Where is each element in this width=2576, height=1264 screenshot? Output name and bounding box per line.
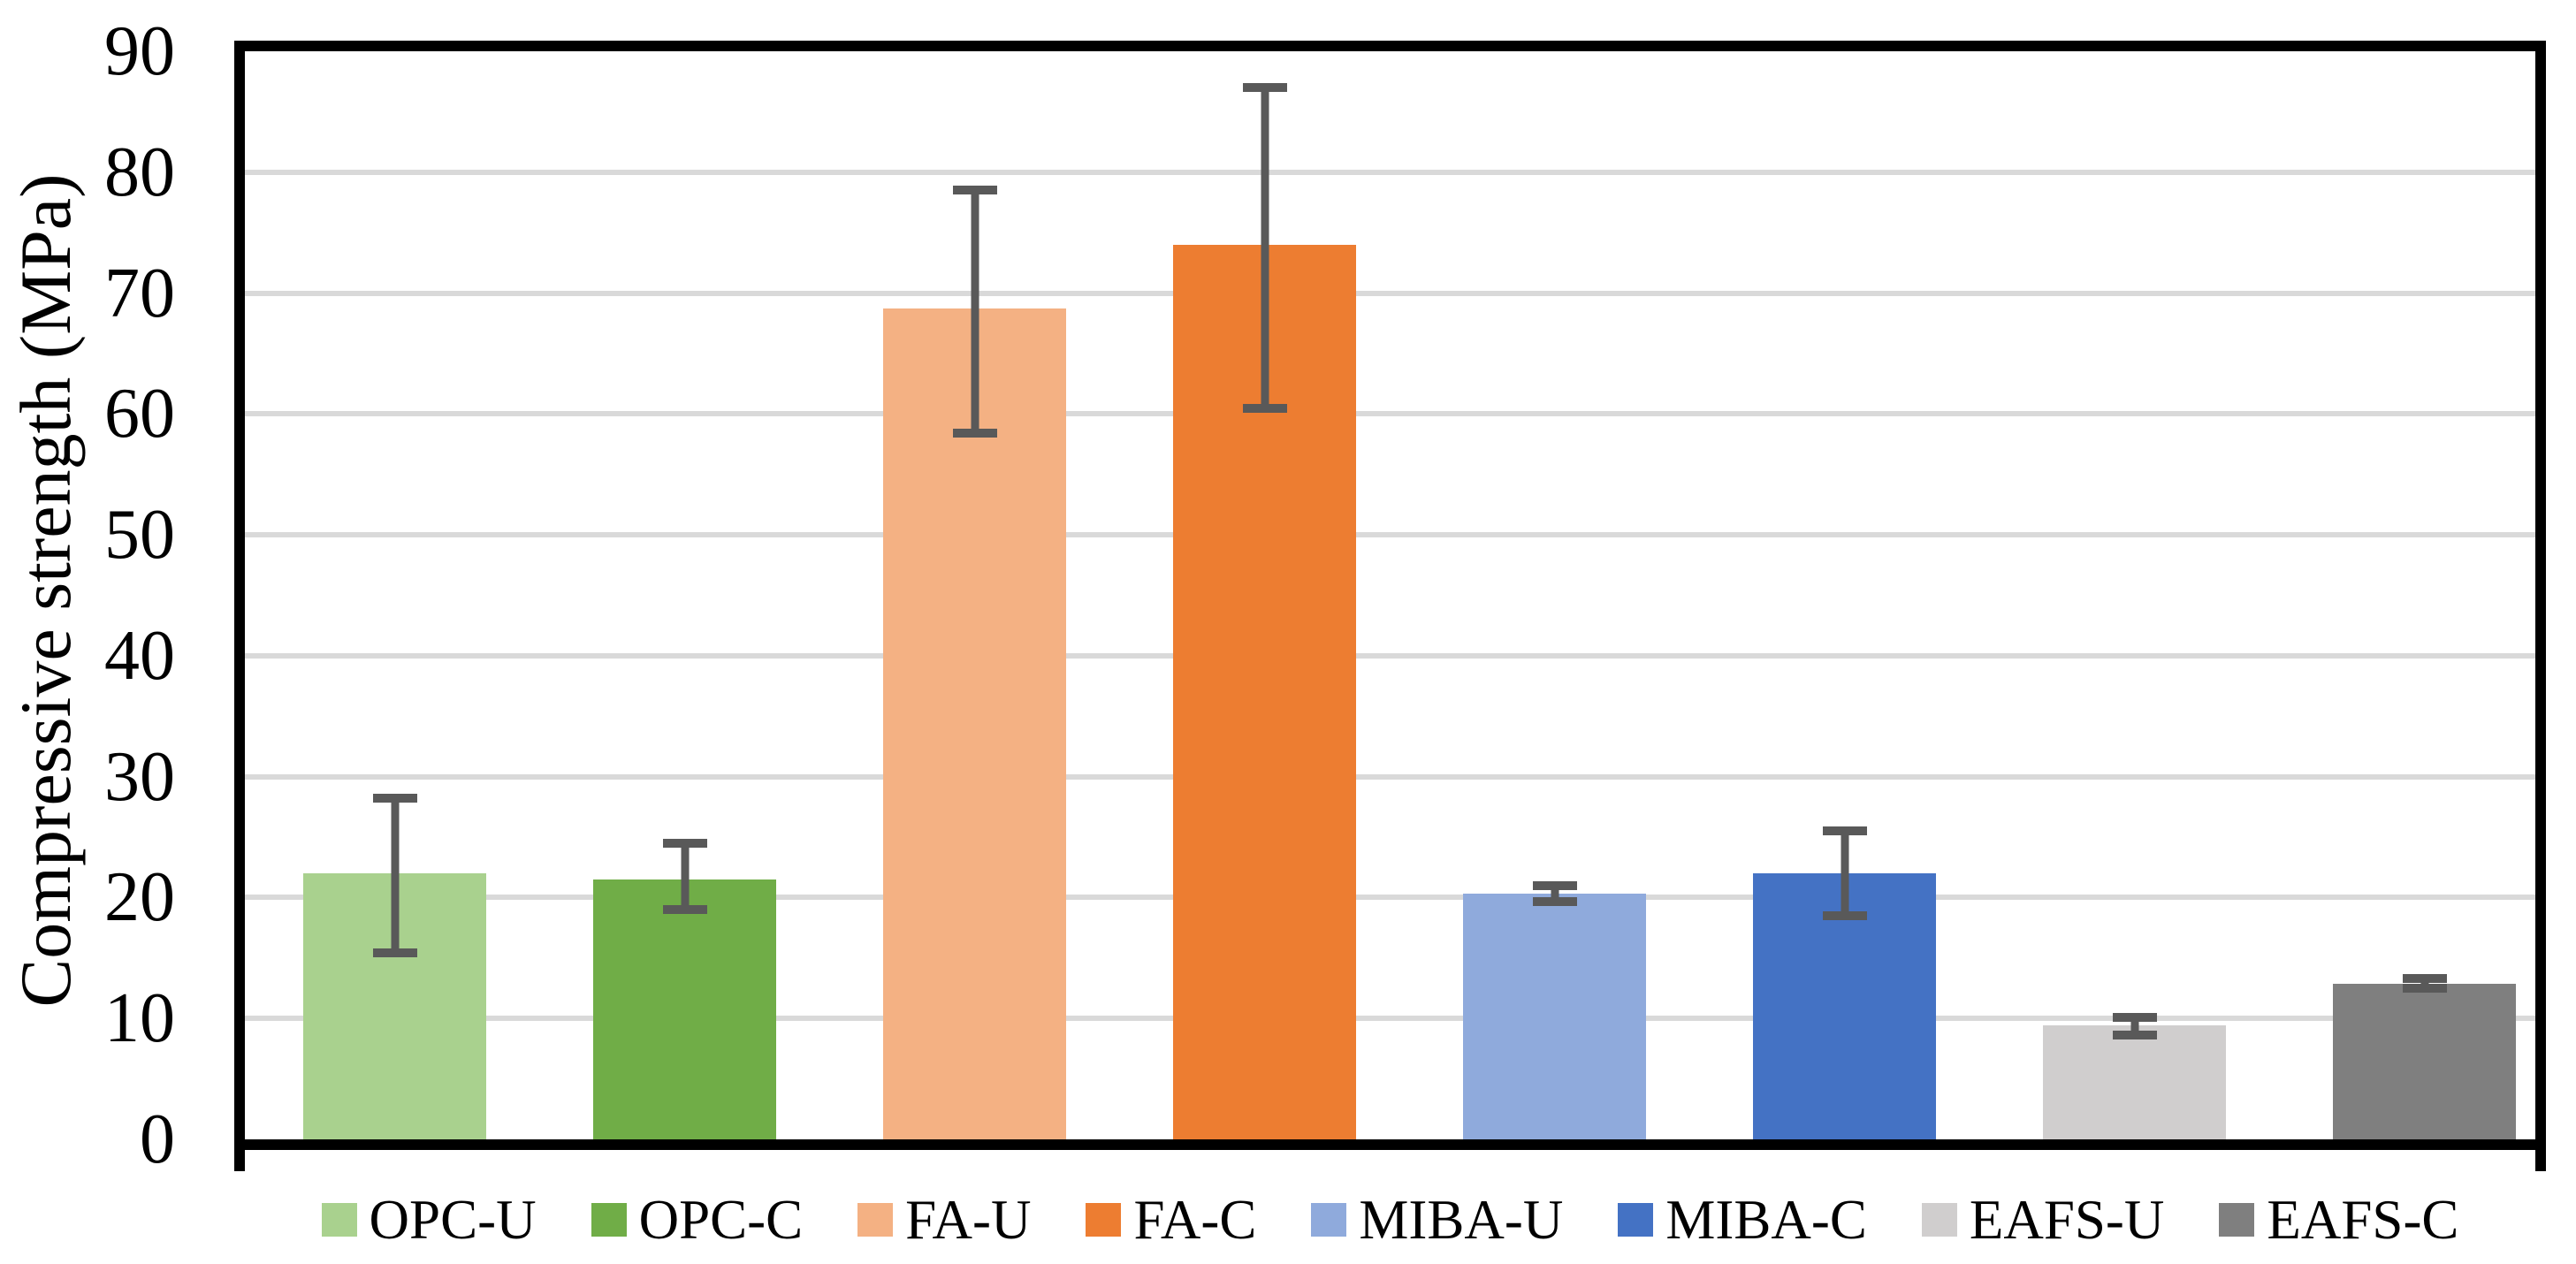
y-tick-label: 60	[104, 375, 175, 453]
y-tick-label: 50	[104, 496, 175, 575]
error-bar-line	[681, 842, 689, 910]
bar-slot-fa-c	[1173, 51, 1356, 1139]
bar-eafs-u	[2043, 1025, 2226, 1139]
error-bar-cap-top	[372, 794, 417, 803]
legend-item-fa-u: FA-U	[857, 1192, 1031, 1248]
legend-item-miba-u: MIBA-U	[1311, 1192, 1563, 1248]
y-tick-label: 20	[104, 858, 175, 937]
error-bar-cap-top	[1532, 880, 1577, 890]
gridline	[245, 290, 2535, 296]
gridline	[245, 652, 2535, 659]
bar-slot-opc-c	[593, 51, 776, 1139]
legend-label: MIBA-U	[1359, 1188, 1564, 1251]
error-bar-cap-top	[662, 838, 707, 848]
legend-label: MIBA-C	[1665, 1188, 1867, 1251]
error-bar-cap-bottom	[2402, 984, 2447, 994]
bars-container	[245, 51, 2535, 1139]
error-bar-cap-bottom	[2112, 1031, 2157, 1040]
error-bar-cap-bottom	[1532, 896, 1577, 906]
error-bar-cap-top	[2112, 1012, 2157, 1022]
x-axis-tick-left	[234, 1150, 245, 1171]
bar-opc-c	[593, 879, 776, 1139]
y-tick-label: 40	[104, 616, 175, 695]
gridline	[245, 1016, 2535, 1022]
legend-item-eafs-c: EAFS-C	[2219, 1192, 2458, 1248]
error-bar-line	[391, 798, 399, 954]
bar-slot-miba-u	[1463, 51, 1646, 1139]
error-bar-cap-top	[952, 186, 997, 195]
bar-eafs-c	[2333, 983, 2516, 1139]
legend-swatch-icon	[1618, 1203, 1654, 1237]
y-tick-label: 0	[140, 1100, 175, 1178]
legend-swatch-icon	[857, 1203, 894, 1237]
bar-slot-eafs-c	[2333, 51, 2516, 1139]
error-bar-cap-top	[1822, 826, 1867, 836]
error-bar-cap-bottom	[372, 948, 417, 958]
error-bar-line	[2420, 978, 2428, 989]
bar-miba-u	[1463, 894, 1646, 1139]
error-bar-line	[1551, 885, 1559, 902]
legend-item-opc-c: OPC-C	[591, 1188, 804, 1251]
legend-label: FA-C	[1133, 1188, 1257, 1251]
legend-label: OPC-C	[638, 1188, 804, 1251]
error-bar-cap-bottom	[662, 905, 707, 915]
y-tick-label: 70	[104, 254, 175, 332]
legend-label: EAFS-C	[2267, 1188, 2459, 1251]
legend-swatch-icon	[591, 1203, 627, 1237]
error-bar-cap-bottom	[1822, 910, 1867, 920]
legend-label: OPC-U	[369, 1188, 537, 1251]
bar-fa-u	[883, 308, 1066, 1139]
legend-item-miba-c: MIBA-C	[1618, 1192, 1867, 1248]
error-bar-line	[1261, 88, 1269, 408]
y-tick-label: 10	[104, 979, 175, 1058]
x-axis-tick-right	[2535, 1150, 2546, 1171]
gridline	[245, 532, 2535, 538]
error-bar-line	[2130, 1017, 2138, 1036]
legend-item-eafs-u: EAFS-U	[1921, 1188, 2165, 1251]
legend-swatch-icon	[1311, 1203, 1347, 1237]
y-tick-label: 90	[104, 12, 175, 90]
error-bar-line	[971, 190, 979, 434]
y-tick-label: 80	[104, 133, 175, 211]
error-bar-cap-top	[2402, 974, 2447, 984]
legend-label: EAFS-U	[1969, 1188, 2165, 1251]
legend-swatch-icon	[1086, 1203, 1122, 1237]
legend-item-fa-c: FA-C	[1086, 1192, 1256, 1248]
bar-slot-eafs-u	[2043, 51, 2226, 1139]
error-bar-cap-bottom	[1242, 403, 1287, 413]
legend-swatch-icon	[1921, 1203, 1957, 1237]
gridline	[245, 169, 2535, 175]
gridline	[245, 773, 2535, 780]
legend-label: FA-U	[905, 1188, 1032, 1251]
y-axis-title: Compressive strength (MPa)	[5, 173, 86, 1008]
error-bar-cap-top	[1242, 83, 1287, 93]
error-bar-line	[1841, 831, 1848, 916]
gridline	[245, 411, 2535, 417]
plot-area	[234, 41, 2546, 1150]
gridline	[245, 895, 2535, 901]
legend-swatch-icon	[321, 1203, 357, 1237]
legend: OPC-U OPC-C FA-U FA-C MIBA-U MIBA-C EAFS-U EAFS…	[234, 1184, 2546, 1255]
y-tick-label: 30	[104, 737, 175, 816]
bar-slot-opc-u	[303, 51, 486, 1139]
bar-slot-miba-c	[1753, 51, 1936, 1139]
bar-slot-fa-u	[883, 51, 1066, 1139]
error-bar-cap-bottom	[952, 429, 997, 438]
legend-item-opc-u: OPC-U	[321, 1188, 537, 1251]
legend-swatch-icon	[2219, 1203, 2255, 1237]
